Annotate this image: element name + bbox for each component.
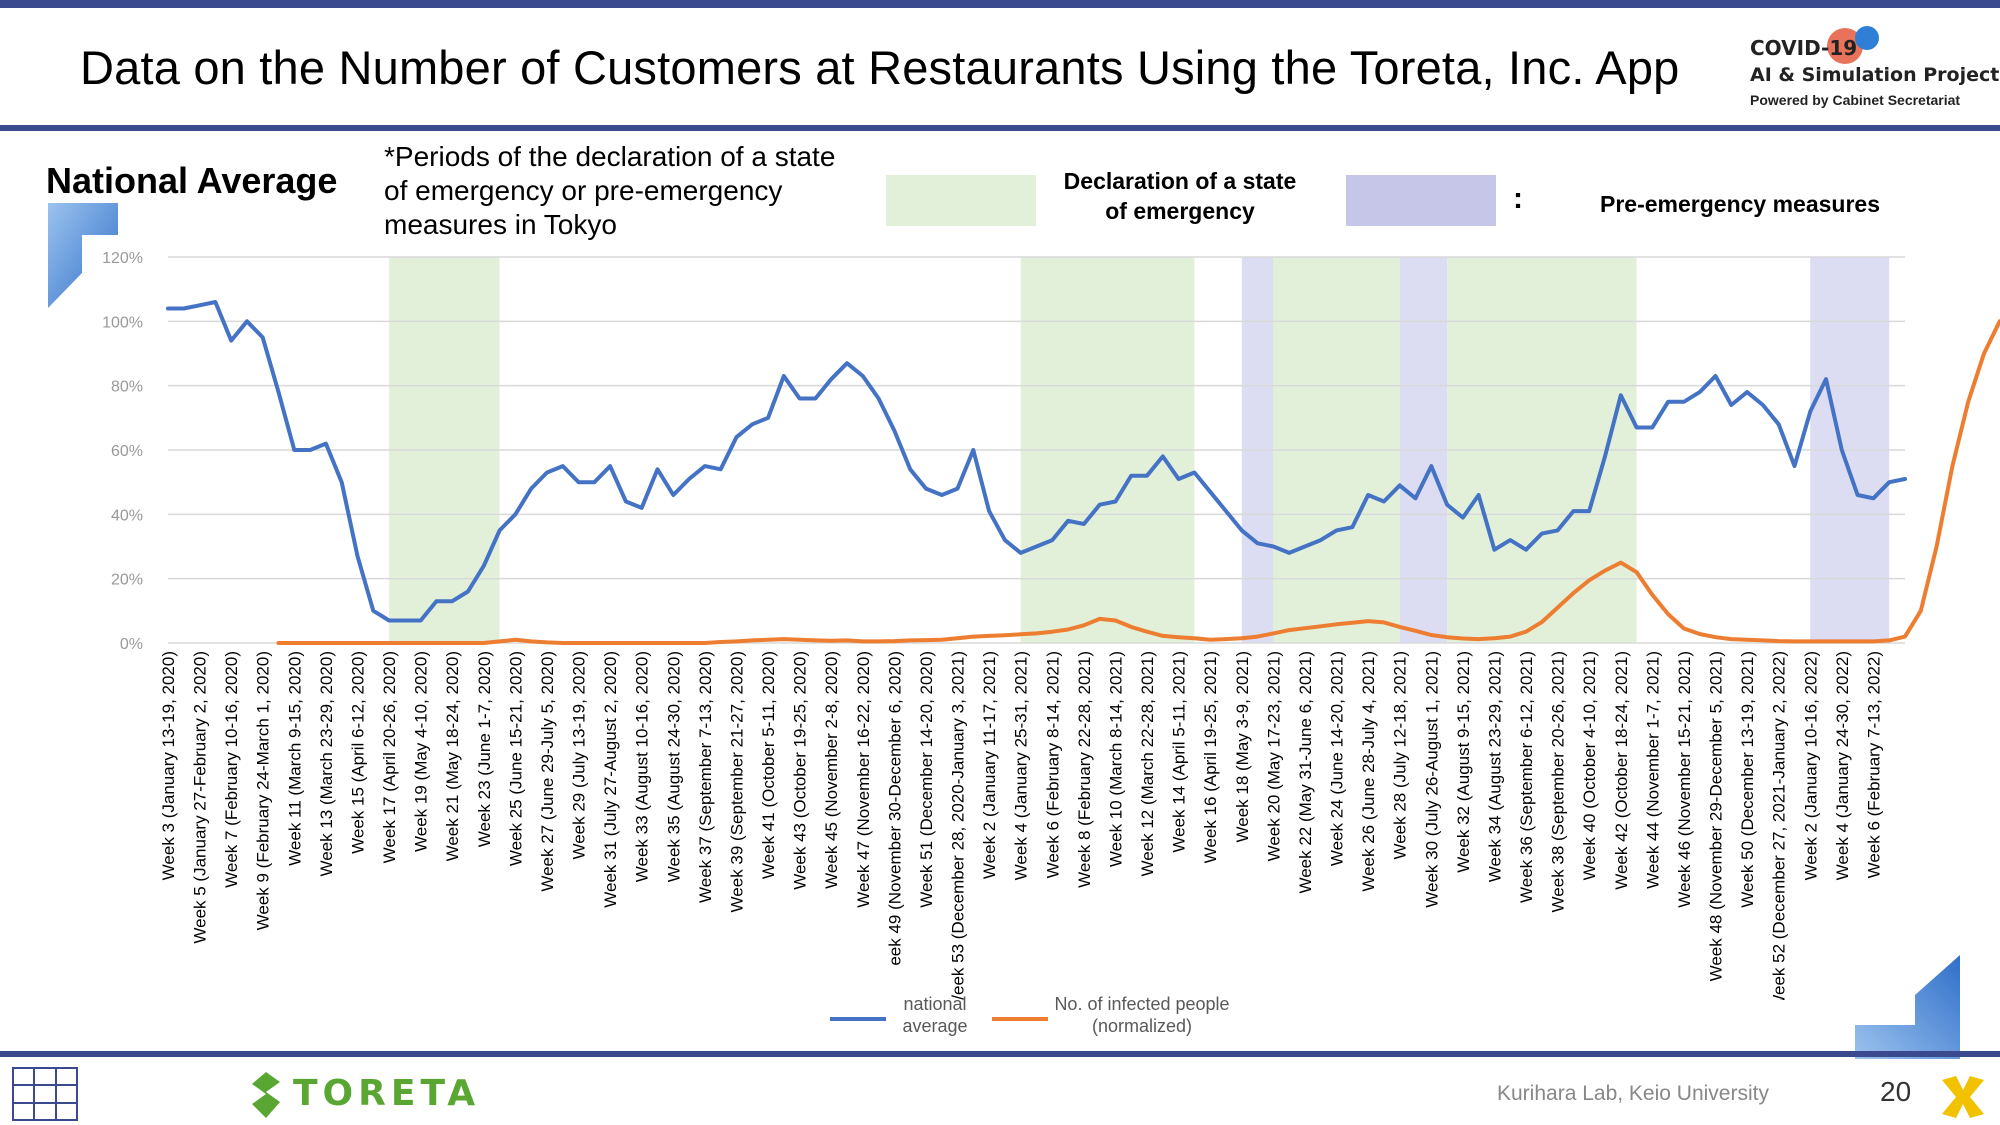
x-tick-label: Week 25 (June 15-21, 2020) (506, 651, 525, 866)
x-tick-label: Week 20 (May 17-23, 2021) (1264, 651, 1283, 861)
pre-emergency-legend-label: Pre-emergency measures (1600, 191, 1880, 217)
y-tick-label: 60% (111, 443, 143, 460)
legend-label-national: national average (902, 994, 968, 1036)
footer-divider (0, 1051, 2000, 1057)
x-tick-label: Week 22 (May 31-June 6, 2021) (1296, 651, 1315, 894)
x-tick-label: Week 35 (August 24-30, 2020) (664, 651, 683, 882)
chart-series (166, 300, 2000, 645)
x-tick-label: Week 46 (November 15-21, 2021) (1675, 651, 1694, 908)
x-tick-label: Week 12 (March 22-28, 2021) (1138, 651, 1157, 877)
x-tick-label: /eek 53 (December 28, 2020-January 3, 20… (949, 651, 968, 1000)
title-divider (0, 125, 2000, 131)
page-number: 20 (1880, 1076, 1912, 1107)
x-tick-label: Week 45 (November 2-8, 2020) (822, 651, 841, 889)
line-chart: 0% 20% 40% 60% 80% 100% 120% Week 3 (January 1… (102, 250, 2000, 1000)
x-tick-label: Week 48 (November 29-December 5, 2021) (1707, 651, 1726, 981)
x-tick-label: Week 24 (June 14-20, 2021) (1328, 651, 1347, 866)
x-tick-label: Week 39 (September 21-27, 2020) (727, 651, 746, 912)
covid-project-logo: COVID-19 AI & Simulation Project Powered… (1745, 22, 1999, 117)
x-tick-label: Week 31 (July 27-August 2, 2020) (601, 651, 620, 908)
x-tick-label: Week 2 (January 11-17, 2021) (980, 651, 999, 879)
x-tick-label: Week 16 (April 19-25, 2021) (1201, 651, 1220, 863)
x-tick-label: eek 49 (November 30-December 6, 2020) (885, 651, 904, 966)
emergency-legend-swatch (886, 175, 1036, 226)
x-axis-ticks: Week 3 (January 13-19, 2020) Week 5 (Janu… (159, 651, 1883, 1000)
x-tick-label: Week 10 (March 8-14, 2021) (1106, 651, 1125, 867)
y-tick-label: 100% (102, 314, 143, 331)
legend-swatch-infected (992, 1017, 1048, 1021)
x-tick-label: Week 50 (December 13-19, 2021) (1738, 651, 1757, 908)
x-tick-label: Week 7 (February 10-16, 2020) (222, 651, 241, 888)
toreta-logo-icon (252, 1072, 280, 1118)
x-logo-icon (1942, 1076, 1984, 1118)
footer-lab-name: Kurihara Lab, Keio University (1497, 1082, 1769, 1105)
section-label: National Average (46, 160, 338, 201)
x-tick-label: Week 6 (February 7-13, 2022) (1864, 651, 1883, 878)
x-tick-label: Week 14 (April 5-11, 2021) (1170, 651, 1189, 853)
x-tick-label: Week 43 (October 19-25, 2020) (791, 651, 810, 890)
chart-gridlines (168, 256, 1905, 644)
x-tick-label: Week 9 (February 24-March 1, 2020) (254, 651, 273, 930)
series-line-infected (276, 319, 2000, 645)
logo-line-3: Powered by Cabinet Secretariat (1750, 92, 1961, 108)
x-tick-label: Week 44 (November 1-7, 2021) (1643, 651, 1662, 889)
x-tick-label: Week 34 (August 23-29, 2021) (1485, 651, 1504, 882)
y-tick-label: 80% (111, 379, 143, 396)
x-tick-label: Week 4 (January 24-30, 2022) (1833, 651, 1852, 880)
slide-title: Data on the Number of Customers at Resta… (80, 41, 1680, 94)
top-accent-bar (0, 0, 2000, 8)
x-tick-label: Week 15 (April 6-12, 2020) (348, 651, 367, 854)
series-line-national-average (166, 300, 1907, 623)
x-tick-label: Week 27 (June 29-July 5, 2020) (538, 651, 557, 892)
x-tick-label: Week 42 (October 18-24, 2021) (1612, 651, 1631, 890)
periods-note: *Periods of the declaration of a state o… (384, 141, 836, 240)
x-tick-label: Week 47 (November 16-22, 2020) (854, 651, 873, 908)
pre-emergency-legend-swatch (1346, 175, 1496, 226)
x-tick-label: Week 5 (January 27-February 2, 2020) (191, 651, 210, 944)
x-tick-label: Week 4 (January 25-31, 2021) (1012, 651, 1031, 880)
y-tick-label: 40% (111, 507, 143, 524)
x-tick-label: Week 26 (June 28-July 4, 2021) (1359, 651, 1378, 892)
logo-line-1: COVID-19 (1750, 36, 1858, 60)
y-axis-ticks: 0% 20% 40% 60% 80% 100% 120% (102, 250, 143, 653)
x-tick-label: Week 30 (July 26-August 1, 2021) (1422, 651, 1441, 908)
university-logo-icon (12, 1067, 78, 1121)
x-tick-label: Week 28 (July 12-18, 2021) (1391, 651, 1410, 860)
legend-swatch-national (830, 1017, 886, 1021)
x-tick-label: Week 21 (May 18-24, 2020) (443, 651, 462, 861)
x-tick-label: Week 19 (May 4-10, 2020) (412, 651, 431, 852)
x-tick-label: Week 2 (January 10-16, 2022) (1801, 651, 1820, 880)
x-tick-label: Week 38 (September 20-26, 2021) (1549, 651, 1568, 912)
x-tick-label: Week 17 (April 20-26, 2020) (380, 651, 399, 863)
y-tick-label: 0% (120, 636, 143, 653)
x-tick-label: Week 52 (December 27, 2021-January 2, 20… (1770, 651, 1789, 1000)
x-tick-label: Week 23 (June 1-7, 2020) (475, 651, 494, 847)
x-tick-label: Week 41 (October 5-11, 2020) (759, 651, 778, 879)
legend-colon: : (1513, 182, 1523, 215)
legend-label-infected: No. of infected people (normalized) (1054, 994, 1230, 1036)
x-tick-label: Week 29 (July 13-19, 2020) (570, 651, 589, 860)
x-tick-label: Week 40 (October 4-10, 2021) (1580, 651, 1599, 880)
x-tick-label: Week 3 (January 13-19, 2020) (159, 651, 178, 880)
x-tick-label: Week 51 (December 14-20, 2020) (917, 651, 936, 908)
corner-decoration-right-icon (1855, 955, 1960, 1059)
chart-legend: national average No. of infected people … (820, 990, 1240, 1040)
emergency-legend-label: Declaration of a state of emergency (1063, 168, 1297, 224)
logo-line-2: AI & Simulation Project (1750, 64, 2000, 86)
x-tick-label: Week 37 (September 7-13, 2020) (696, 651, 715, 903)
x-tick-label: Week 8 (February 22-28, 2021) (1075, 651, 1094, 888)
x-tick-label: Week 32 (August 9-15, 2021) (1454, 651, 1473, 873)
x-tick-label: Week 36 (September 6-12, 2021) (1517, 651, 1536, 903)
x-tick-label: Week 18 (May 3-9, 2021) (1233, 651, 1252, 843)
corner-decoration-left-icon (48, 203, 118, 308)
logo-circles-icon (1827, 26, 1879, 64)
x-tick-label: Week 13 (March 23-29, 2020) (317, 651, 336, 877)
toreta-brand-text: TORETA (293, 1073, 481, 1114)
x-tick-label: Week 6 (February 8-14, 2021) (1043, 651, 1062, 878)
x-tick-label: Week 11 (March 9-15, 2020) (285, 651, 304, 866)
y-tick-label: 120% (102, 250, 143, 267)
y-tick-label: 20% (111, 572, 143, 589)
x-tick-label: Week 33 (August 10-16, 2020) (633, 651, 652, 882)
